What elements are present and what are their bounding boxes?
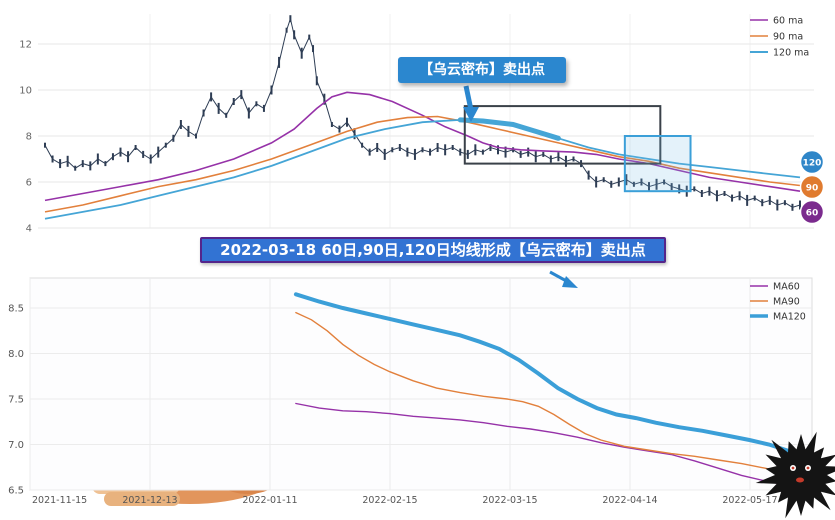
legend-label: 90 ma	[773, 32, 803, 43]
y-tick-label: 8.0	[8, 349, 24, 360]
signal-banner: 2022-03-18 60日,90日,120日均线形成【乌云密布】卖出点	[200, 237, 666, 263]
x-tick-label: 2021-11-15	[32, 495, 87, 506]
bottom-ma-chart: 2021-11-15 2021-12-13 2022-01-11 2022-02-15…	[0, 270, 835, 520]
y-tick-label: 8.5	[8, 304, 24, 315]
y-tick-label: 12	[19, 40, 32, 51]
legend-label: MA120	[773, 312, 806, 323]
ma-badge-label: 120	[803, 159, 822, 169]
x-tick-label: 2022-05-17	[722, 495, 777, 506]
legend-label: 120 ma	[773, 48, 809, 59]
legend-label: 60 ma	[773, 16, 803, 27]
sell-point-callout: 【乌云密布】卖出点	[398, 57, 566, 83]
chart-page: 4 6 8 10 12 60 ma 90 ma 120 ma 120 90 60 【乌云密布】卖出点…	[0, 0, 835, 520]
y-tick-label: 10	[19, 86, 32, 97]
y-tick-label: 7.5	[8, 395, 24, 406]
y-tick-label: 4	[26, 224, 32, 235]
monster-pupil-right	[807, 467, 810, 470]
x-tick-label: 2022-04-14	[602, 495, 657, 506]
x-tick-label: 2022-01-11	[242, 495, 297, 506]
monster-mouth	[796, 478, 804, 483]
legend-label: MA90	[773, 297, 800, 308]
y-tick-label: 6	[26, 178, 32, 189]
y-tick-label: 8	[26, 132, 32, 143]
x-tick-label: 2021-12-13	[122, 495, 177, 506]
x-tick-label: 2022-02-15	[362, 495, 417, 506]
blue-box	[625, 136, 691, 191]
monster-pupil-left	[792, 467, 795, 470]
ma-badge-label: 60	[806, 209, 819, 219]
y-tick-label: 6.5	[8, 486, 24, 497]
plot-frame	[30, 278, 812, 490]
legend-label: MA60	[773, 282, 800, 293]
top-price-chart: 4 6 8 10 12 60 ma 90 ma 120 ma 120 90 60	[0, 0, 835, 235]
x-tick-label: 2022-03-15	[482, 495, 537, 506]
y-tick-label: 7.0	[8, 440, 24, 451]
ma-badge-label: 90	[806, 184, 819, 194]
